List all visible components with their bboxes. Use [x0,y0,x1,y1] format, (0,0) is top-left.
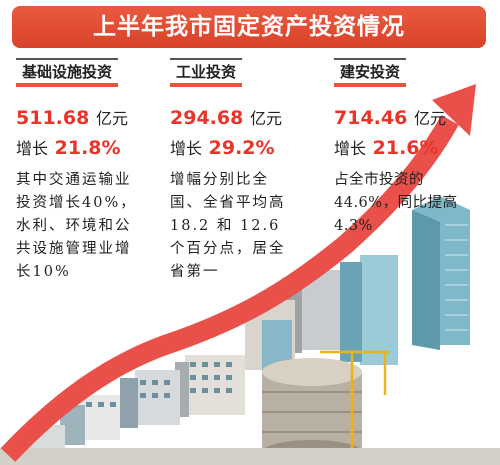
infrastructure-amount: 511.68 亿元 [16,105,146,129]
infrastructure-column: 基础设施投资 511.68 亿元 增长 21.8% 其中交通运输业投资增长40%… [16,58,146,284]
industry-amount-unit: 亿元 [249,109,282,128]
industry-description: 增幅分别比全国、全省平均高 18.2 和 12.6 个百分点，居全省第一 [170,172,286,280]
industry-growth: 增长 29.2% [170,135,298,159]
page-title: 上半年我市固定资产投资情况 [12,6,486,48]
construction-description: 占全市投资的44.6%，同比提高4.3% [334,172,458,234]
construction-growth-label: 增长 [334,139,367,158]
industry-amount: 294.68 亿元 [170,105,298,129]
infrastructure-growth-label: 增长 [16,139,49,158]
construction-growth-value: 21.6% [372,137,439,159]
construction-heading: 建安投资 [334,58,407,87]
industry-column: 工业投资 294.68 亿元 增长 29.2% 增幅分别比全国、全省平均高 18… [170,58,298,284]
industry-growth-value: 29.2% [208,137,275,159]
construction-column: 建安投资 714.46 亿元 增长 21.6% 占全市投资的44.6%，同比提高… [334,58,459,238]
infrastructure-amount-unit: 亿元 [95,109,128,128]
infrastructure-growth: 增长 21.8% [16,135,146,159]
buildings-group [0,196,500,465]
infrastructure-heading: 基础设施投资 [16,58,119,87]
industry-amount-value: 294.68 [170,107,244,129]
industry-growth-label: 增长 [170,139,203,158]
growth-arrow [0,84,476,462]
infrastructure-amount-value: 511.68 [16,107,90,129]
industry-heading: 工业投资 [170,58,243,87]
construction-amount: 714.46 亿元 [334,105,459,129]
construction-amount-value: 714.46 [334,107,408,129]
construction-amount-unit: 亿元 [413,109,446,128]
infrastructure-description: 其中交通运输业投资增长40%，水利、环境和公共设施管理业增长10% [16,172,137,280]
construction-growth: 增长 21.6% [334,135,459,159]
infrastructure-growth-value: 21.8% [54,137,121,159]
